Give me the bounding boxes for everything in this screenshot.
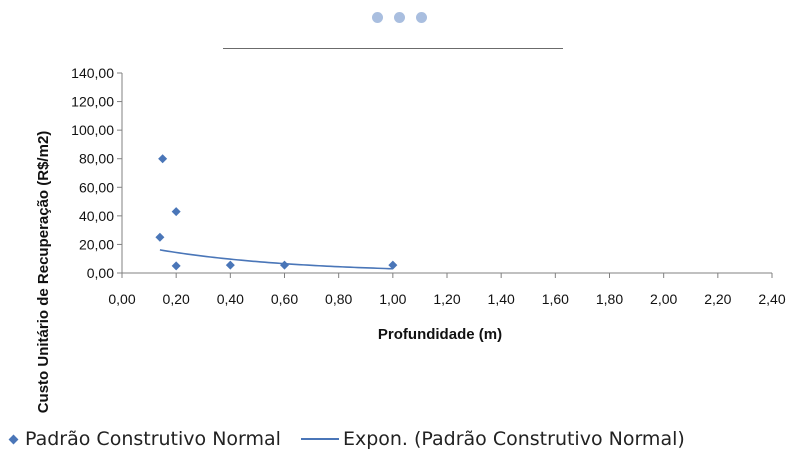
title-divider [223, 48, 563, 49]
axes [121, 73, 772, 274]
legend-label-trendline: Expon. (Padrão Construtivo Normal) [342, 428, 685, 450]
x-tick-label: 1,00 [379, 291, 406, 307]
data-point [171, 207, 181, 217]
x-axis-ticks: 0,00 0,20 0,40 0,60 0,80 1,00 1,20 1,40 1,60 1,80… [108, 273, 786, 307]
x-tick-label: 2,40 [758, 291, 785, 307]
y-tick-label: 140,00 [71, 65, 114, 81]
legend-item-trendline: Expon. (Padrão Construtivo Normal) [300, 428, 685, 450]
data-point [225, 260, 235, 270]
y-tick-label: 60,00 [79, 179, 114, 195]
y-tick-label: 40,00 [79, 208, 114, 224]
data-point [158, 154, 168, 164]
trendline [159, 249, 393, 270]
data-point [155, 232, 165, 242]
x-axis-label: Profundidade (m) [378, 326, 502, 343]
y-tick-label: 120,00 [71, 94, 114, 110]
diamond-marker-icon [8, 434, 19, 444]
x-tick-label: 1,40 [488, 291, 515, 307]
x-tick-label: 2,20 [704, 291, 731, 307]
y-tick-label: 100,00 [71, 122, 114, 138]
more-options-icon[interactable] [372, 12, 432, 26]
y-tick-label: 20,00 [79, 236, 114, 252]
x-tick-label: 0,60 [271, 291, 298, 307]
x-tick-label: 0,20 [163, 291, 190, 307]
x-tick-label: 0,80 [325, 291, 352, 307]
legend-item-series: Padrão Construtivo Normal [8, 428, 281, 450]
x-tick-label: 0,00 [108, 291, 135, 307]
y-tick-label: 0,00 [87, 265, 114, 281]
data-point [280, 260, 289, 270]
y-tick-label: 80,00 [79, 151, 114, 167]
x-tick-label: 1,20 [433, 291, 460, 307]
dot [394, 12, 405, 23]
data-points [155, 154, 398, 271]
x-tick-label: 1,80 [596, 291, 623, 307]
x-tick-label: 0,40 [217, 291, 244, 307]
trendline-icon [300, 438, 339, 440]
legend: Padrão Construtivo Normal Expon. (Padrão… [8, 424, 685, 454]
y-axis-ticks: 0,00 20,00 40,00 60,00 80,00 100,00 120,00 140,… [71, 65, 122, 281]
data-point [171, 261, 181, 271]
y-axis-label: Custo Unitário de Recuperação (R$/m2) [35, 131, 52, 414]
legend-label-series: Padrão Construtivo Normal [25, 428, 281, 450]
scatter-chart: 0,00 20,00 40,00 60,00 80,00 100,00 120,00 140,… [35, 65, 786, 414]
dot [372, 12, 383, 23]
dot [416, 12, 427, 23]
data-point [388, 260, 398, 270]
x-tick-label: 1,60 [542, 291, 569, 307]
x-tick-label: 2,00 [650, 291, 677, 307]
